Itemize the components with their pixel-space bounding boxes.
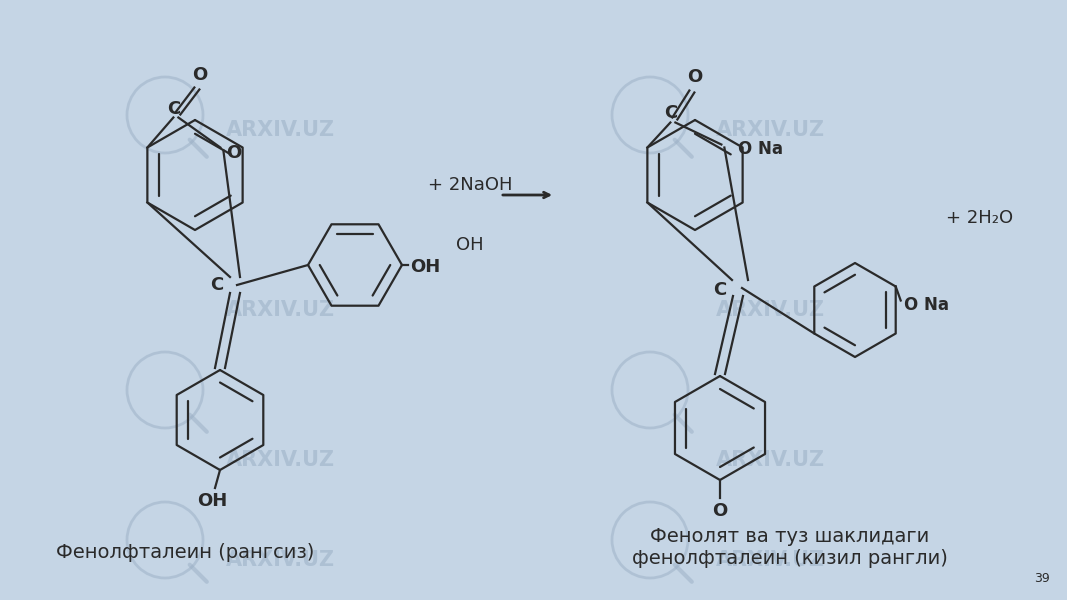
Text: OH: OH	[197, 492, 227, 510]
Text: ARXIV.UZ: ARXIV.UZ	[716, 300, 825, 320]
Text: OH: OH	[457, 236, 483, 254]
Text: ARXIV.UZ: ARXIV.UZ	[716, 120, 825, 140]
Text: ARXIV.UZ: ARXIV.UZ	[716, 450, 825, 470]
Text: C: C	[714, 281, 727, 299]
Text: 39: 39	[1034, 572, 1050, 585]
Text: ARXIV.UZ: ARXIV.UZ	[716, 550, 825, 570]
Text: Фенолят ва туз шаклидаги
фенолфталеин (кизил рангли): Фенолят ва туз шаклидаги фенолфталеин (к…	[632, 527, 947, 569]
Text: O: O	[226, 143, 241, 161]
Text: C: C	[664, 104, 676, 122]
Text: O Na: O Na	[738, 140, 783, 158]
Text: + 2H₂O: + 2H₂O	[946, 209, 1014, 227]
Text: C: C	[166, 100, 180, 118]
Text: O Na: O Na	[904, 295, 949, 313]
Text: O: O	[687, 68, 702, 86]
Text: C: C	[210, 276, 224, 294]
Text: O: O	[713, 502, 728, 520]
Text: + 2NaOH: + 2NaOH	[428, 176, 512, 194]
Text: Фенолфталеин (рангсиз): Фенолфталеин (рангсиз)	[55, 542, 314, 562]
Text: OH: OH	[410, 258, 441, 276]
Text: ARXIV.UZ: ARXIV.UZ	[225, 450, 335, 470]
Text: ARXIV.UZ: ARXIV.UZ	[225, 120, 335, 140]
Text: ARXIV.UZ: ARXIV.UZ	[225, 300, 335, 320]
Text: ARXIV.UZ: ARXIV.UZ	[225, 550, 335, 570]
Text: O: O	[192, 65, 207, 83]
